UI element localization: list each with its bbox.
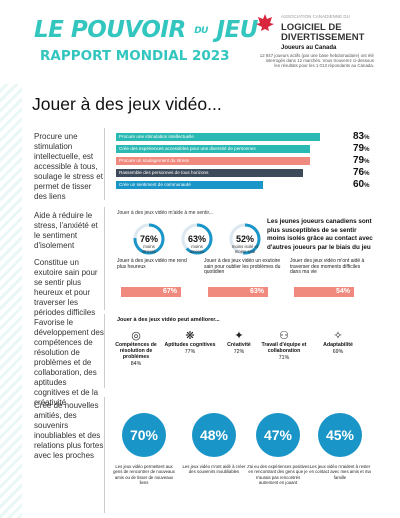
skill-name: Aptitudes cognitives: [164, 342, 216, 348]
progress-ring: [229, 223, 261, 255]
stat-bar-fill: [116, 145, 311, 153]
friendship-stat-circle: 47%: [256, 413, 300, 457]
stat-bar-fill: [116, 157, 311, 165]
report-subtitle: RAPPORT MONDIAL 2023: [40, 48, 230, 64]
skill-item: ◎ Compétences de résolution de problèmes 8…: [108, 329, 164, 367]
stat-bar: Procure une stimulation intellectuelle: [116, 133, 320, 141]
skill-percent: 69%: [332, 349, 344, 355]
brand-line-2: DIVERTISSEMENT: [281, 32, 365, 43]
ring-value: 76%: [139, 234, 158, 244]
page-title: Jouer à des jeux vidéo...: [32, 94, 222, 114]
stat-bar-label: Procure une stimulation intellectuelle: [119, 134, 194, 139]
progress-ring-fill: [229, 223, 261, 255]
report-title: LE POUVOIR DU JEU: [34, 17, 258, 43]
section-divider: [104, 254, 105, 310]
section5-heading: Crée de nouvelles amitiés, des souvenirs…: [34, 401, 104, 460]
maple-leaf-logo-icon: [256, 14, 274, 31]
skill-percent: 84%: [130, 361, 142, 367]
stat-bar: Crée des expériences accessibles pour un…: [116, 145, 320, 153]
star-icon: ✦: [234, 330, 244, 342]
friendship-stat-circle: 70%: [122, 413, 166, 457]
skill-item: ❋ Aptitudes cognitives 77%: [162, 329, 218, 355]
outlet-statement: Jouer à des jeux vidéo un exutoire sain …: [204, 258, 281, 275]
association-name: ASSOCIATION CANADIENNE DU: [281, 14, 350, 19]
stat-bar: Crée un sentiment de communauté: [116, 181, 320, 189]
stat-bar-label: Procure un soulagement du stress: [119, 158, 189, 163]
friendship-stat-label: Les jeux vidéo m'ont aidé à créer des so…: [182, 464, 246, 475]
section4-intro: Jouer à des jeux vidéo peut améliorer...: [117, 317, 220, 323]
skill-name: Adaptabilité: [323, 342, 353, 348]
sample-description: 12 847 joueurs actifs (par une base hebd…: [259, 53, 374, 68]
stat-bar-label: Rassemble des personnes de tous horizons: [119, 170, 209, 175]
friendship-stat-circle: 48%: [192, 413, 236, 457]
friendship-stat-label: Les jeux vidéo permettent aux gens de re…: [113, 464, 175, 485]
progress-ring: [181, 223, 213, 255]
section4-heading: Favorise le développement des compétence…: [34, 318, 104, 407]
section-divider: [104, 128, 105, 200]
stat-percent: 79%: [353, 143, 370, 154]
friendship-stat-circle: 45%: [318, 413, 362, 457]
stat-bar-fill: [116, 133, 320, 141]
skill-percent: 77%: [184, 349, 196, 355]
decorative-strip: [0, 0, 22, 518]
outlet-percent-bar: 67%: [121, 287, 181, 297]
brain-icon: ❋: [185, 330, 195, 342]
ring-label: moins stressé: [142, 244, 156, 254]
friendship-stat-label: Les jeux vidéo m'aident à rester en cont…: [309, 464, 371, 480]
stat-percent: 60%: [353, 179, 370, 190]
outlet-statement: Jouer des jeux vidéo m'ont aidé à traver…: [290, 258, 365, 275]
skill-name: Compétences de résolution de problèmes: [115, 342, 157, 360]
stat-bar-label: Crée des expériences accessibles pour un…: [119, 146, 256, 151]
brand-line-1: LOGICIEL DE: [281, 22, 342, 33]
progress-ring: [133, 223, 165, 255]
section-divider: [104, 207, 105, 267]
outlet-statement: Jouer à des jeux vidéo me rend plus heur…: [117, 258, 187, 270]
stat-percent: 76%: [353, 167, 370, 178]
stat-bar: Rassemble des personnes de tous horizons: [116, 169, 320, 177]
outlet-percent-bar: 54%: [294, 287, 354, 297]
stat-bar-fill: [116, 181, 264, 189]
progress-ring-fill: [133, 223, 165, 255]
target-icon: ◎: [131, 330, 141, 342]
ring-value: 52%: [235, 234, 254, 244]
stat-bar: Procure un soulagement du stress: [116, 157, 320, 165]
stat-bar-label: Crée un sentiment de communauté: [119, 182, 191, 187]
stat-bar-fill: [116, 169, 303, 177]
ring-value: 63%: [187, 234, 206, 244]
ring-label: moins isolé et moins seul: [231, 244, 259, 254]
ring-label: moins anxieux: [189, 244, 205, 254]
skill-item: ✧ Adaptabilité 69%: [310, 329, 366, 355]
skill-item: ⚇ Travail d'équipe et collaboration 71%: [256, 329, 312, 361]
skill-item: ✦ Créativité 72%: [211, 329, 267, 355]
section-divider: [104, 314, 105, 388]
youth-note: Les jeunes joueurs canadiens sont plus s…: [267, 218, 373, 251]
sample-title: Joueurs au Canada: [281, 45, 337, 51]
section2-heading: Aide à réduire le stress, l'anxiété et l…: [34, 211, 98, 250]
header: LE POUVOIR DU JEU RAPPORT MONDIAL 2023 A…: [0, 0, 400, 84]
section-divider: [104, 397, 105, 513]
friendship-stat-label: J'ai eu des expériences positives en ren…: [246, 464, 310, 485]
section1-heading: Procure une stimulation intellectuelle, …: [34, 132, 103, 201]
skill-name: Travail d'équipe et collaboration: [261, 342, 307, 354]
progress-ring-fill: [181, 223, 213, 255]
skill-name: Créativité: [227, 342, 251, 348]
skill-percent: 71%: [278, 355, 290, 361]
skill-percent: 72%: [233, 349, 245, 355]
team-icon: ⚇: [279, 330, 289, 342]
outlet-percent-bar: 63%: [208, 287, 268, 297]
section3-heading: Constitue un exutoire sain pour se senti…: [34, 258, 98, 317]
stat-percent: 83%: [353, 131, 370, 142]
section2-intro: Jouer à des jeux vidéo m'aide à me senti…: [117, 210, 214, 216]
stat-percent: 79%: [353, 155, 370, 166]
adaptability-icon: ✧: [333, 330, 343, 342]
